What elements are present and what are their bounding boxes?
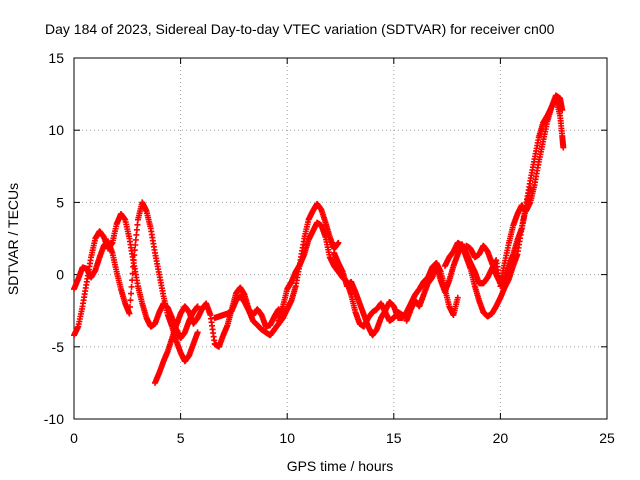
grid-lines — [74, 58, 607, 419]
data-point — [130, 257, 137, 264]
data-point-interp — [130, 263, 137, 270]
series-prn-i — [463, 92, 566, 287]
series-prn-b — [71, 199, 201, 365]
series-prn-d — [211, 200, 342, 339]
x-axis-label: GPS time / hours — [287, 458, 394, 474]
y-tick-label: 0 — [56, 267, 64, 283]
data-point-interp — [132, 236, 139, 243]
x-tick-label: 20 — [493, 430, 509, 446]
y-tick-label: 15 — [48, 50, 64, 66]
data-point-interp — [131, 247, 138, 254]
data-point — [126, 310, 133, 317]
y-tick-label: -10 — [44, 411, 64, 427]
data-point-interp — [129, 270, 136, 277]
axis-ticks — [73, 57, 608, 420]
data-point-interp — [128, 290, 135, 297]
y-tick-label: 10 — [48, 122, 64, 138]
data-point — [335, 239, 342, 246]
y-tick-label: 5 — [56, 194, 64, 210]
x-axis-tick-labels: 0 5 10 15 20 25 — [70, 430, 615, 446]
y-axis-tick-labels: -10 -5 0 5 10 15 — [44, 50, 64, 427]
data-point — [559, 106, 566, 113]
x-tick-label: 15 — [386, 430, 402, 446]
data-point-interp — [126, 303, 133, 310]
x-tick-label: 5 — [177, 430, 185, 446]
data-point-interp — [127, 297, 134, 304]
chart-title: Day 184 of 2023, Sidereal Day-to-day VTE… — [45, 21, 555, 37]
series-prn-g — [403, 184, 534, 324]
data-point — [560, 144, 567, 151]
data-markers — [71, 92, 567, 386]
data-point-interp — [133, 226, 140, 233]
data-point-interp — [134, 221, 141, 228]
data-point-interp — [128, 283, 135, 290]
data-point — [454, 294, 461, 301]
x-tick-label: 25 — [599, 430, 615, 446]
data-point-interp — [132, 241, 139, 248]
x-tick-label: 0 — [70, 430, 78, 446]
data-point-interp — [129, 277, 136, 284]
data-point — [194, 329, 201, 336]
data-point — [194, 303, 201, 310]
series-prn-c — [152, 284, 282, 386]
x-tick-label: 10 — [279, 430, 295, 446]
y-tick-label: -5 — [52, 339, 65, 355]
data-point-interp — [133, 231, 140, 238]
y-axis-label: SDTVAR / TECUs — [5, 183, 21, 295]
plot-area — [73, 57, 608, 420]
data-point-interp — [131, 252, 138, 259]
